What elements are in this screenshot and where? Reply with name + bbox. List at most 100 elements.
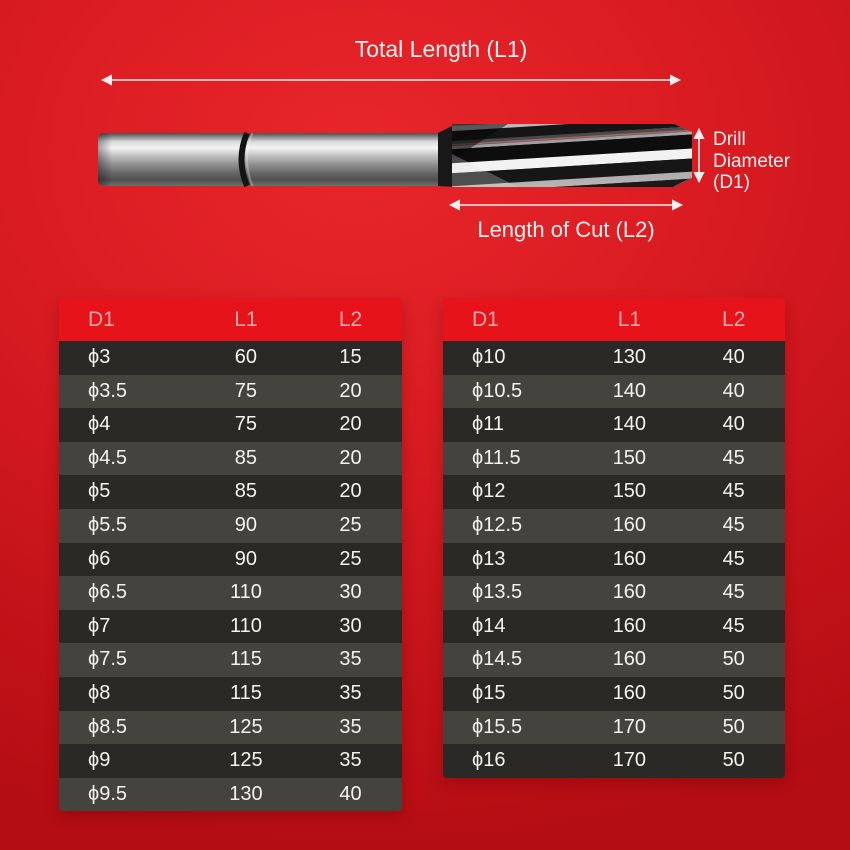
spec-cell-l2: 45 <box>722 547 745 570</box>
spec-row: ϕ3.5 75 20 <box>59 374 402 409</box>
spec-table-header-row: D1 L1 L2 <box>443 298 785 341</box>
drill-diameter-label-line3: (D1) <box>713 172 750 193</box>
spec-cell-l2: 30 <box>339 581 362 604</box>
spec-cell-l1: 75 <box>234 379 258 402</box>
spec-cell-l2: 45 <box>722 581 745 604</box>
spec-cell-d1: ϕ3 <box>88 346 111 368</box>
spec-cell-d1: ϕ8 <box>88 681 111 704</box>
spec-cell-d1: ϕ7 <box>88 614 111 637</box>
spec-cell-d1: ϕ13.5 <box>472 581 523 604</box>
spec-cell-l1: 160 <box>612 513 647 536</box>
spec-cell-l1: 170 <box>612 749 647 772</box>
spec-cell-d1: ϕ15.5 <box>472 715 523 738</box>
shank-groove <box>238 131 250 188</box>
spec-cell-l1: 90 <box>234 547 258 570</box>
flute-reflection-line <box>452 127 692 148</box>
spec-cell-l1: 130 <box>229 782 263 805</box>
reamer-photo <box>98 74 705 211</box>
spec-cell-d1: ϕ10.5 <box>472 379 523 402</box>
spec-cell-l1: 130 <box>612 346 647 368</box>
spec-cell-d1: ϕ6 <box>88 547 111 570</box>
spec-cell-l1: 110 <box>229 614 262 637</box>
spec-cell-d1: ϕ7.5 <box>88 648 128 671</box>
spec-cell-d1: ϕ15 <box>472 681 506 704</box>
spec-cell-l1: 75 <box>234 413 258 436</box>
spec-row: ϕ4.5 85 20 <box>59 441 402 476</box>
spec-cell-l1: 110 <box>229 581 262 604</box>
spec-cell-l1: 140 <box>612 413 647 436</box>
spec-cell-d1: ϕ5.5 <box>88 513 128 536</box>
spec-cell-d1: ϕ4 <box>88 413 111 436</box>
spec-cell-l2: 40 <box>339 782 362 805</box>
spec-row: ϕ9 125 35 <box>59 744 402 778</box>
spec-cell-l1: 170 <box>612 715 647 738</box>
spec-cell-l2: 50 <box>722 681 745 704</box>
spec-cell-l1: 90 <box>234 513 258 536</box>
spec-table-small-sizes: D1 L1 L2 ϕ3 60 15 ϕ3.5 75 20 ϕ4 75 20 ϕ4.5 85 20 ϕ5 8… <box>59 298 402 812</box>
spec-cell-d1: ϕ11.5 <box>472 446 521 469</box>
spec-cell-l2: 45 <box>722 446 745 469</box>
spec-cell-l1: 150 <box>612 480 647 503</box>
spec-row: ϕ7.5 115 35 <box>59 643 402 677</box>
spec-cell-l2: 40 <box>722 346 745 368</box>
spec-row: ϕ13 160 45 <box>443 542 785 577</box>
spec-cell-l2: 40 <box>722 413 745 436</box>
spec-row: ϕ11.5 150 45 <box>443 441 785 476</box>
spec-cell-l1: 60 <box>234 346 258 368</box>
spec-cell-l1: 125 <box>229 715 263 738</box>
spec-cell-l1: 85 <box>234 446 258 469</box>
column-header-l2: L2 <box>682 298 785 341</box>
spec-row: ϕ12.5 160 45 <box>443 508 785 543</box>
drill-diameter-label-line2: Diameter <box>713 150 791 172</box>
spec-cell-d1: ϕ8.5 <box>88 715 128 738</box>
column-header-d1: D1 <box>443 298 577 341</box>
spec-cell-l2: 50 <box>722 648 745 671</box>
spec-cell-l2: 30 <box>339 614 362 637</box>
spec-cell-d1: ϕ13 <box>472 547 506 570</box>
spec-cell-l2: 50 <box>722 749 745 772</box>
spec-row: ϕ6.5 110 30 <box>59 576 402 610</box>
spec-row: ϕ7 110 30 <box>59 609 402 644</box>
spec-row: ϕ15.5 170 50 <box>443 710 785 745</box>
column-header-l1: L1 <box>192 298 300 341</box>
spec-cell-d1: ϕ14.5 <box>472 648 523 671</box>
reamer-neck <box>438 124 456 187</box>
spec-row: ϕ5.5 90 25 <box>59 508 402 543</box>
spec-row: ϕ4 75 20 <box>59 408 402 442</box>
spec-cell-l1: 125 <box>229 749 263 772</box>
spec-cell-d1: ϕ9.5 <box>88 782 128 805</box>
spec-cell-l2: 25 <box>339 547 362 570</box>
spec-cell-l1: 115 <box>229 648 262 671</box>
spec-cell-d1: ϕ12.5 <box>472 513 523 536</box>
spec-cell-d1: ϕ5 <box>88 480 111 503</box>
spec-row: ϕ9.5 130 40 <box>59 777 402 812</box>
spec-row: ϕ15 160 50 <box>443 676 785 711</box>
spec-row: ϕ6 90 25 <box>59 542 402 577</box>
spec-cell-d1: ϕ14 <box>472 614 506 637</box>
column-header-d1: D1 <box>59 298 193 341</box>
spec-cell-l1: 160 <box>612 614 647 637</box>
spec-table-large-sizes: D1 L1 L2 ϕ10 130 40 ϕ10.5 140 40 ϕ11 140 40 ϕ11.5… <box>443 298 785 778</box>
column-header-l2: L2 <box>299 298 402 341</box>
spec-cell-l2: 20 <box>339 446 362 469</box>
spec-cell-l1: 115 <box>229 681 262 704</box>
spec-cell-l1: 160 <box>612 681 647 704</box>
spec-row: ϕ10 130 40 <box>443 341 785 375</box>
spec-cell-l2: 35 <box>339 681 362 704</box>
spec-row: ϕ5 85 20 <box>59 475 402 509</box>
spec-cell-l2: 50 <box>722 715 745 738</box>
spec-row: ϕ12 150 45 <box>443 475 785 509</box>
spec-cell-l2: 35 <box>339 648 362 671</box>
spec-row: ϕ13.5 160 45 <box>443 576 785 610</box>
spec-cell-l2: 40 <box>722 379 745 402</box>
column-header-l1: L1 <box>576 298 683 341</box>
spec-row: ϕ14.5 160 50 <box>443 643 785 677</box>
spec-cell-d1: ϕ11 <box>472 413 504 436</box>
spec-row: ϕ3 60 15 <box>59 341 402 375</box>
spec-cell-d1: ϕ4.5 <box>88 446 128 469</box>
spec-row: ϕ8 115 35 <box>59 676 402 711</box>
spec-cell-l1: 160 <box>612 648 647 671</box>
spec-cell-l1: 160 <box>612 581 647 604</box>
spec-cell-d1: ϕ6.5 <box>88 581 128 604</box>
